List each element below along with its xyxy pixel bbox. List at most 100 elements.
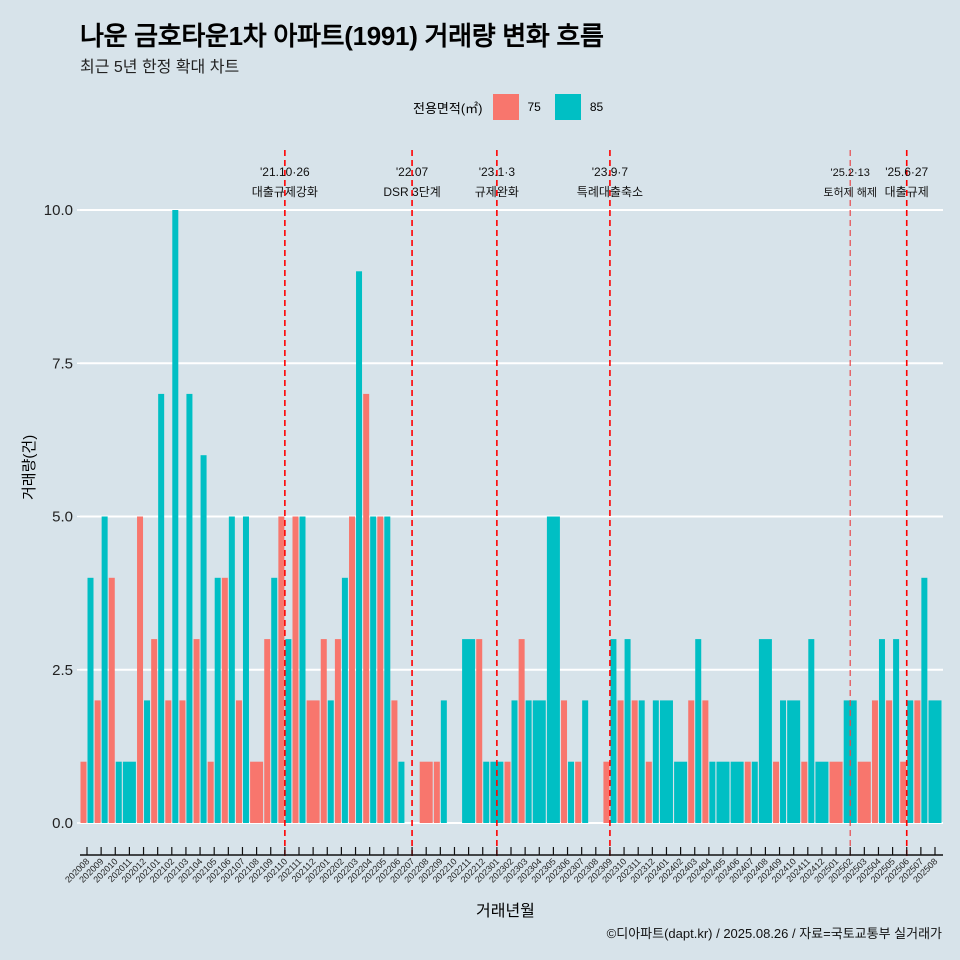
- bar-85-202110: [285, 639, 292, 823]
- bar-75-202306: [561, 700, 568, 823]
- bar-75-202311: [631, 700, 638, 823]
- bar-75-202310: [617, 700, 624, 823]
- bar-85-202508: [928, 700, 942, 823]
- bar-75-202107: [235, 700, 242, 823]
- bar-85-202205: [384, 516, 391, 823]
- bar-85-202401: [659, 700, 673, 823]
- y-axis-ticks: 0.0 2.5 5.0 7.5 10.0: [44, 202, 80, 832]
- bar-75-202205: [377, 516, 384, 823]
- bar-85-202103: [186, 393, 193, 823]
- bar-75-202403: [688, 700, 695, 823]
- bars: [80, 210, 942, 823]
- bar-85-202009: [101, 516, 108, 823]
- event-label: DSR 3단계: [383, 185, 440, 199]
- bar-75-202312: [645, 761, 652, 823]
- bar-85-202506: [907, 700, 914, 823]
- bar-75-202503: [857, 761, 871, 823]
- event-label: 특례대출축소: [577, 185, 643, 199]
- chart-subtitle: 최근 5년 한정 확대 차트: [80, 59, 240, 76]
- bar-75-202204: [363, 393, 370, 823]
- y-axis-title: 거래량(건): [21, 434, 38, 500]
- bar-85-202209: [440, 700, 447, 823]
- bar-85-202212: [483, 761, 490, 823]
- bar-75-202201: [320, 639, 327, 823]
- bar-75-202411: [801, 761, 808, 823]
- bar-85-202307: [582, 700, 589, 823]
- legend-label-85: 85: [589, 100, 604, 114]
- bar-85-202305: [546, 516, 560, 823]
- bar-85-202407: [751, 761, 758, 823]
- bar-85-202104: [200, 455, 207, 823]
- y-tick-label: 10.0: [44, 202, 73, 219]
- event-date: '21.10·26: [260, 165, 310, 179]
- bar-75-202010: [108, 577, 115, 823]
- bar-85-202304: [532, 700, 546, 823]
- bar-75-202501: [829, 761, 843, 823]
- event-label: 규제완화: [475, 185, 519, 199]
- bar-75-202507: [914, 700, 921, 823]
- bar-85-202303: [525, 700, 532, 823]
- bar-75-202106: [221, 577, 228, 823]
- bar-75-202104: [193, 639, 200, 823]
- bar-75-202505: [886, 700, 893, 823]
- caption: ©디아파트(dapt.kr) / 2025.08.26 / 자료=국토교통부 실…: [606, 926, 942, 941]
- bar-75-202108: [250, 761, 264, 823]
- event-date: '23.9·7: [592, 165, 629, 179]
- bar-75-202101: [151, 639, 158, 823]
- bar-85-202312: [652, 700, 659, 823]
- event-date: '22.07: [396, 165, 429, 179]
- event-lines: [284, 150, 908, 856]
- bar-85-202010: [115, 761, 122, 823]
- bar-85-202111: [299, 516, 306, 823]
- bar-85-202409: [780, 700, 787, 823]
- event-date: '23.1·3: [479, 165, 516, 179]
- bar-85-202105: [214, 577, 221, 823]
- bar-75-202212: [476, 639, 483, 823]
- legend: 전용면적(㎡) 75 85: [413, 94, 617, 120]
- bar-75-202303: [518, 639, 525, 823]
- bar-75-202103: [179, 700, 186, 823]
- bar-75-202504: [871, 700, 878, 823]
- bar-85-202012: [144, 700, 151, 823]
- bar-75-202407: [744, 761, 751, 823]
- bar-85-202504: [878, 639, 885, 823]
- bar-75-202112: [306, 700, 320, 823]
- bar-85-202109: [271, 577, 278, 823]
- bar-75-202008: [80, 761, 87, 823]
- bar-75-202309: [603, 761, 610, 823]
- bar-85-202202: [341, 577, 348, 823]
- bar-85-202101: [158, 393, 165, 823]
- bar-85-202008: [87, 577, 94, 823]
- bar-85-202211: [462, 639, 476, 823]
- legend-key-85: [554, 94, 581, 120]
- bar-75-202409: [773, 761, 780, 823]
- event-annotations: '21.10·26 대출규제강화 '22.07 DSR 3단계 '23.1·3 규제완화 '…: [252, 165, 929, 199]
- bar-85-202404: [709, 761, 716, 823]
- bar-85-202505: [893, 639, 900, 823]
- x-axis: 2020082020092020102020112020122021012021…: [63, 847, 943, 885]
- legend-title: 전용면적(㎡): [413, 100, 483, 116]
- bar-85-202203: [356, 271, 363, 823]
- bar-75-202110: [278, 516, 285, 823]
- bar-75-202206: [391, 700, 398, 823]
- bar-85-202412: [815, 761, 829, 823]
- bar-85-202311: [638, 700, 645, 823]
- bar-75-202506: [900, 761, 907, 823]
- bar-75-202404: [702, 700, 709, 823]
- event-label: 대출규제: [885, 185, 929, 199]
- bar-85-202408: [758, 639, 772, 823]
- bar-75-202302: [504, 761, 511, 823]
- bar-85-202011: [122, 761, 136, 823]
- bar-75-202111: [292, 516, 299, 823]
- bar-85-202204: [370, 516, 377, 823]
- bar-85-202405: [716, 761, 730, 823]
- bar-85-202406: [730, 761, 744, 823]
- y-tick-label: 0.0: [52, 815, 73, 832]
- bar-85-202201: [327, 700, 334, 823]
- y-tick-label: 5.0: [52, 509, 73, 526]
- bar-85-202411: [808, 639, 815, 823]
- bar-75-202012: [137, 516, 144, 823]
- event-date: '25.2·13: [830, 167, 869, 179]
- bar-75-202202: [334, 639, 341, 823]
